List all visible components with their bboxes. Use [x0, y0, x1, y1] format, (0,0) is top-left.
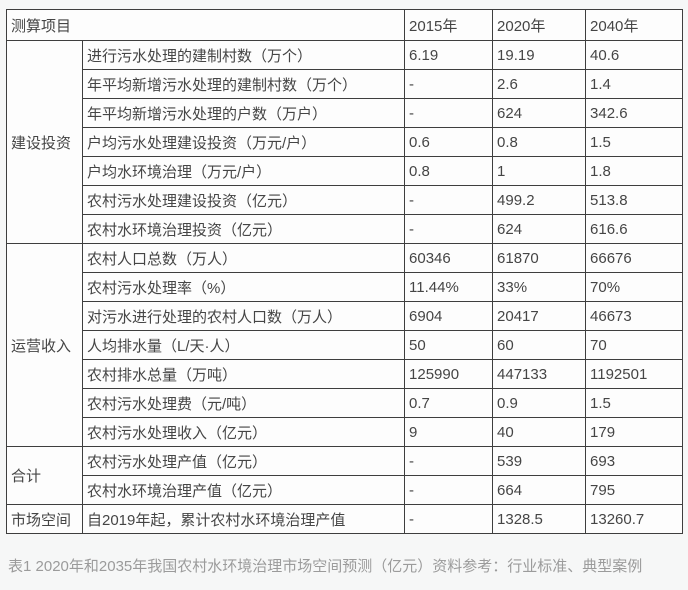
table-row: 农村水环境治理产值（亿元） - 664 795: [7, 475, 684, 505]
row-item-label: 农村水环境治理产值（亿元）: [81, 475, 406, 505]
row-value-2020: 40: [492, 417, 587, 447]
row-value-2040: 40.6: [585, 40, 684, 70]
table-row: 农村水环境治理投资（亿元） - 624 616.6: [7, 214, 684, 244]
table-row: 农村污水处理建设投资（亿元） - 499.2 513.8: [7, 185, 684, 215]
row-value-2020: 0.8: [492, 127, 587, 157]
row-item-label: 对污水进行处理的农村人口数（万人）: [81, 301, 406, 331]
table-row: 合计 农村污水处理产值（亿元） - 539 693: [6, 446, 684, 505]
table-row: 农村污水处理率（%） 11.44% 33% 70%: [7, 272, 684, 302]
row-value-2015: 9: [404, 417, 494, 447]
table-row: 建设投资 进行污水处理的建制村数（万个） 6.19 19.19 40.6: [6, 40, 684, 244]
table-row: 农村污水处理收入（亿元） 9 40 179: [7, 417, 684, 447]
table-row: 农村排水总量（万吨） 125990 447133 1192501: [7, 359, 684, 389]
row-value-2015: -: [404, 214, 494, 244]
row-value-2020: 20417: [492, 301, 587, 331]
row-value-2015: -: [404, 185, 494, 215]
header-year-2015: 2015年: [404, 9, 494, 41]
row-value-2040: 513.8: [585, 185, 684, 215]
row-value-2015: -: [404, 504, 494, 534]
row-value-2020: 1: [492, 156, 587, 186]
row-item-label: 户均水环境治理（万元/户）: [81, 156, 406, 186]
group-label-total: 合计: [6, 446, 83, 505]
row-value-2040: 46673: [585, 301, 684, 331]
row-item-label: 年平均新增污水处理的建制村数（万个）: [81, 69, 406, 99]
row-value-2040: 616.6: [585, 214, 684, 244]
table-caption: 表1 2020年和2035年我国农村水环境治理市场空间预测（亿元）资料参考：行业…: [8, 558, 643, 575]
row-value-2020: 447133: [492, 359, 587, 389]
header-year-2040: 2040年: [585, 9, 684, 41]
row-value-2015: 6.19: [404, 40, 494, 70]
row-value-2020: 60: [492, 330, 587, 360]
row-value-2040: 1.5: [585, 388, 684, 418]
header-year-2020: 2020年: [492, 9, 587, 41]
row-value-2015: 6904: [404, 301, 494, 331]
row-value-2020: 0.9: [492, 388, 587, 418]
row-value-2020: 624: [492, 98, 587, 128]
row-value-2040: 1.4: [585, 69, 684, 99]
row-value-2020: 539: [492, 446, 587, 476]
table-row: 对污水进行处理的农村人口数（万人） 6904 20417 46673: [7, 301, 684, 331]
group-label-market-space: 市场空间: [6, 504, 83, 534]
table-row: 运营收入 农村人口总数（万人） 60346 61870 66676: [6, 243, 684, 447]
row-item-label: 农村污水处理费（元/吨）: [81, 388, 406, 418]
row-value-2040: 179: [585, 417, 684, 447]
table-header-row: 测算项目 2015年 2020年 2040年: [5, 9, 684, 41]
row-value-2015: 50: [404, 330, 494, 360]
row-value-2040: 1.5: [585, 127, 684, 157]
row-item-label: 农村水环境治理投资（亿元）: [81, 214, 406, 244]
forecast-table: 测算项目 2015年 2020年 2040年 建设投资 进行污水处理的建制村数（…: [5, 9, 684, 534]
row-value-2020: 624: [492, 214, 587, 244]
row-value-2015: -: [404, 446, 494, 476]
row-item-label: 农村污水处理产值（亿元）: [81, 446, 406, 476]
table-row: 户均污水处理建设投资（万元/户） 0.6 0.8 1.5: [7, 127, 684, 157]
table-row: 人均排水量（L/天·人） 50 60 70: [7, 330, 684, 360]
row-value-2040: 1.8: [585, 156, 684, 186]
row-item-label: 自2019年起，累计农村水环境治理产值: [81, 504, 406, 534]
row-value-2040: 13260.7: [585, 504, 684, 534]
row-value-2015: -: [404, 98, 494, 128]
group-label-construction-investment: 建设投资: [6, 40, 83, 244]
table-row: 户均水环境治理（万元/户） 0.8 1 1.8: [7, 156, 684, 186]
table-row: 年平均新增污水处理的建制村数（万个） - 2.6 1.4: [7, 69, 684, 99]
row-item-label: 人均排水量（L/天·人）: [81, 330, 406, 360]
row-value-2015: 0.7: [404, 388, 494, 418]
row-value-2015: 0.6: [404, 127, 494, 157]
row-value-2020: 499.2: [492, 185, 587, 215]
table-row: 年平均新增污水处理的户数（万户） - 624 342.6: [7, 98, 684, 128]
page: 测算项目 2015年 2020年 2040年 建设投资 进行污水处理的建制村数（…: [5, 9, 684, 575]
row-item-label: 户均污水处理建设投资（万元/户）: [81, 127, 406, 157]
row-value-2015: -: [404, 475, 494, 505]
row-value-2040: 1192501: [585, 359, 684, 389]
row-value-2040: 342.6: [585, 98, 684, 128]
row-item-label: 农村污水处理建设投资（亿元）: [81, 185, 406, 215]
group-label-operating-revenue: 运营收入: [6, 243, 83, 447]
row-value-2020: 2.6: [492, 69, 587, 99]
row-value-2020: 664: [492, 475, 587, 505]
row-value-2020: 1328.5: [492, 504, 587, 534]
header-project-label: 测算项目: [5, 9, 406, 41]
row-value-2040: 693: [585, 446, 684, 476]
row-value-2040: 795: [585, 475, 684, 505]
row-item-label: 农村污水处理率（%）: [81, 272, 406, 302]
row-item-label: 农村排水总量（万吨）: [81, 359, 406, 389]
row-value-2040: 66676: [585, 243, 684, 273]
row-value-2015: 11.44%: [404, 272, 494, 302]
row-value-2020: 19.19: [492, 40, 587, 70]
row-value-2015: -: [404, 69, 494, 99]
row-value-2015: 125990: [404, 359, 494, 389]
row-value-2015: 0.8: [404, 156, 494, 186]
row-item-label: 进行污水处理的建制村数（万个）: [81, 40, 406, 70]
row-item-label: 年平均新增污水处理的户数（万户）: [81, 98, 406, 128]
row-value-2015: 60346: [404, 243, 494, 273]
row-item-label: 农村人口总数（万人）: [81, 243, 406, 273]
table-row: 农村污水处理费（元/吨） 0.7 0.9 1.5: [7, 388, 684, 418]
row-value-2040: 70%: [585, 272, 684, 302]
row-value-2020: 33%: [492, 272, 587, 302]
row-item-label: 农村污水处理收入（亿元）: [81, 417, 406, 447]
row-value-2020: 61870: [492, 243, 587, 273]
table-row: 市场空间 自2019年起，累计农村水环境治理产值 - 1328.5 13260.…: [6, 504, 684, 534]
row-value-2040: 70: [585, 330, 684, 360]
